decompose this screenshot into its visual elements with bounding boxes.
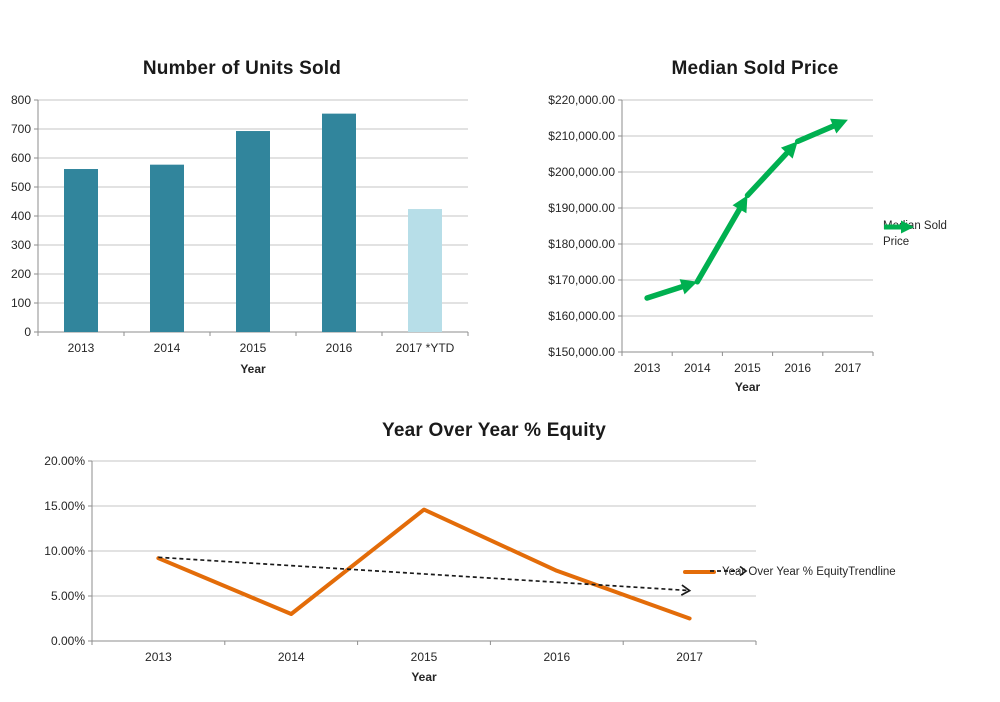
equity-series-legend-label: Year Over Year % Equity	[722, 566, 849, 578]
median-price-line-chart: Median Sold Price $150,000.00 $160,000.00…	[520, 50, 1000, 410]
y-tick-label: 200	[11, 267, 31, 281]
bar-2015	[236, 131, 270, 332]
y-tick-label: $210,000.00	[548, 129, 615, 143]
x-category-label: 2013	[634, 361, 661, 375]
x-category-label: 2016	[326, 341, 353, 355]
bar-2013	[64, 169, 98, 332]
y-tick-label: 20.00%	[44, 454, 85, 468]
equity-series-legend-line-icon	[683, 570, 716, 574]
x-category-label: 2014	[684, 361, 711, 375]
x-category-label: 2015	[411, 650, 438, 664]
y-tick-label: 100	[11, 296, 31, 310]
series-arrow-segment	[744, 147, 793, 199]
y-tick-label: 0	[24, 325, 31, 339]
y-tick-label: 700	[11, 122, 31, 136]
series-arrow-segment	[644, 282, 689, 301]
series-arrowhead-icon	[780, 141, 798, 159]
y-tick-label: $160,000.00	[548, 309, 615, 323]
x-category-label: 2014	[278, 650, 305, 664]
x-category-label: 2013	[145, 650, 172, 664]
price-chart-legend: Median Sold Price	[883, 218, 993, 250]
y-tick-label: $200,000.00	[548, 165, 615, 179]
units-x-axis-title: Year	[240, 362, 266, 376]
series-arrowhead-icon	[830, 118, 848, 134]
equity-x-axis-title: Year	[411, 670, 437, 684]
x-category-label: 2017	[676, 650, 703, 664]
y-tick-label: $170,000.00	[548, 273, 615, 287]
y-tick-label: 10.00%	[44, 544, 85, 558]
y-tick-label: 500	[11, 180, 31, 194]
x-category-label: 2016	[543, 650, 570, 664]
y-tick-label: 0.00%	[51, 634, 85, 648]
trendline-dashed-line	[158, 556, 687, 592]
trendline-legend-label: Trendline	[848, 566, 896, 578]
median-sold-price-legend-arrow-icon	[884, 220, 914, 234]
y-tick-label: $220,000.00	[548, 93, 615, 107]
y-tick-label: $190,000.00	[548, 201, 615, 215]
equity-chart-legend: Year Over Year % Equity Trendline	[683, 565, 896, 579]
units-chart-plot: 0 100 200 300 400 500 600 700 800 2013 2014 2015 201…	[11, 93, 469, 355]
x-category-label: 2016	[784, 361, 811, 375]
x-category-label: 2017 *YTD	[396, 341, 455, 355]
units-sold-bar-chart: Number of Units Sold 0 100 200 300 400 500 600…	[0, 50, 510, 410]
y-tick-label: $180,000.00	[548, 237, 615, 251]
equity-chart-plot: 0.00% 5.00% 10.00% 15.00% 20.00% 2013 2014 2015…	[44, 454, 757, 664]
equity-line-chart: Year Over Year % Equity 0.00% 5.00% 10.00%…	[0, 415, 1000, 702]
y-tick-label: 300	[11, 238, 31, 252]
y-tick-label: 800	[11, 93, 31, 107]
trendline-arrowhead-icon	[680, 584, 692, 596]
price-x-axis-title: Year	[734, 380, 761, 394]
y-tick-label: $150,000.00	[548, 345, 615, 359]
series-arrowhead-icon	[732, 195, 748, 214]
series-arrow-segment	[794, 121, 840, 145]
y-tick-label: 600	[11, 151, 31, 165]
x-category-label: 2015	[240, 341, 267, 355]
trendline-legend-dashed-arrow-icon	[710, 565, 748, 577]
x-category-label: 2014	[154, 341, 181, 355]
x-category-label: 2015	[734, 361, 761, 375]
series-arrowhead-icon	[679, 279, 698, 295]
units-chart-title: Number of Units Sold	[142, 58, 342, 79]
y-tick-label: 400	[11, 209, 31, 223]
bar-2016	[322, 113, 356, 332]
y-tick-label: 15.00%	[44, 499, 85, 513]
series-arrow-segment	[694, 203, 745, 285]
bar-2014	[150, 164, 184, 332]
y-tick-label: 5.00%	[51, 589, 85, 603]
price-chart-title: Median Sold Price	[671, 58, 839, 79]
x-category-label: 2013	[68, 341, 95, 355]
bar-2017 *YTD	[408, 209, 442, 332]
price-chart-plot: $150,000.00 $160,000.00 $170,000.00 $180,00…	[548, 93, 874, 375]
equity-chart-title: Year Over Year % Equity	[382, 420, 606, 441]
series-line	[156, 507, 692, 621]
x-category-label: 2017	[835, 361, 862, 375]
